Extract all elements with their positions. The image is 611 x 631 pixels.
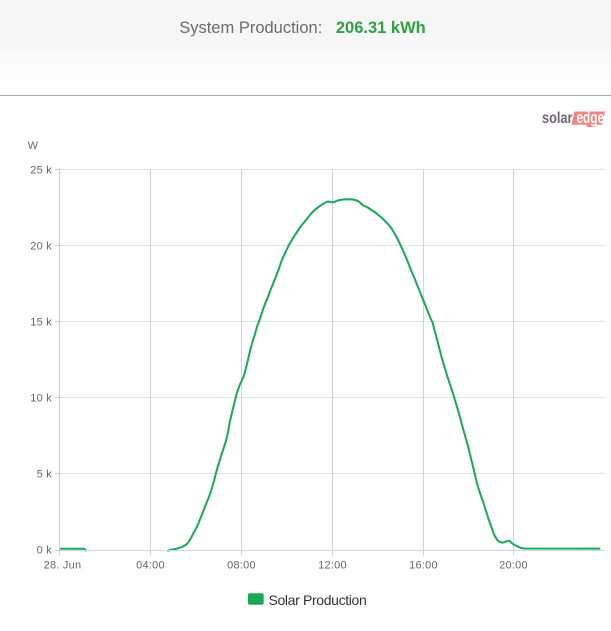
svg-text:20:00: 20:00 [499, 560, 528, 572]
svg-text:Solar Production: Solar Production [269, 592, 367, 608]
svg-text:28. Jun: 28. Jun [44, 560, 82, 572]
svg-text:W: W [28, 140, 39, 152]
svg-text:04:00: 04:00 [136, 560, 165, 572]
svg-text:edge: edge [577, 108, 605, 127]
svg-text:solar: solar [542, 110, 573, 127]
svg-text:15 k: 15 k [30, 317, 52, 329]
svg-text:5 k: 5 k [37, 469, 53, 481]
svg-text:25 k: 25 k [30, 165, 52, 177]
svg-text:12:00: 12:00 [318, 560, 347, 572]
svg-text:16:00: 16:00 [409, 560, 438, 572]
svg-text:10 k: 10 k [30, 393, 52, 405]
svg-text:20 k: 20 k [30, 241, 52, 253]
svg-text:0 k: 0 k [37, 545, 53, 557]
svg-text:08:00: 08:00 [227, 560, 256, 572]
